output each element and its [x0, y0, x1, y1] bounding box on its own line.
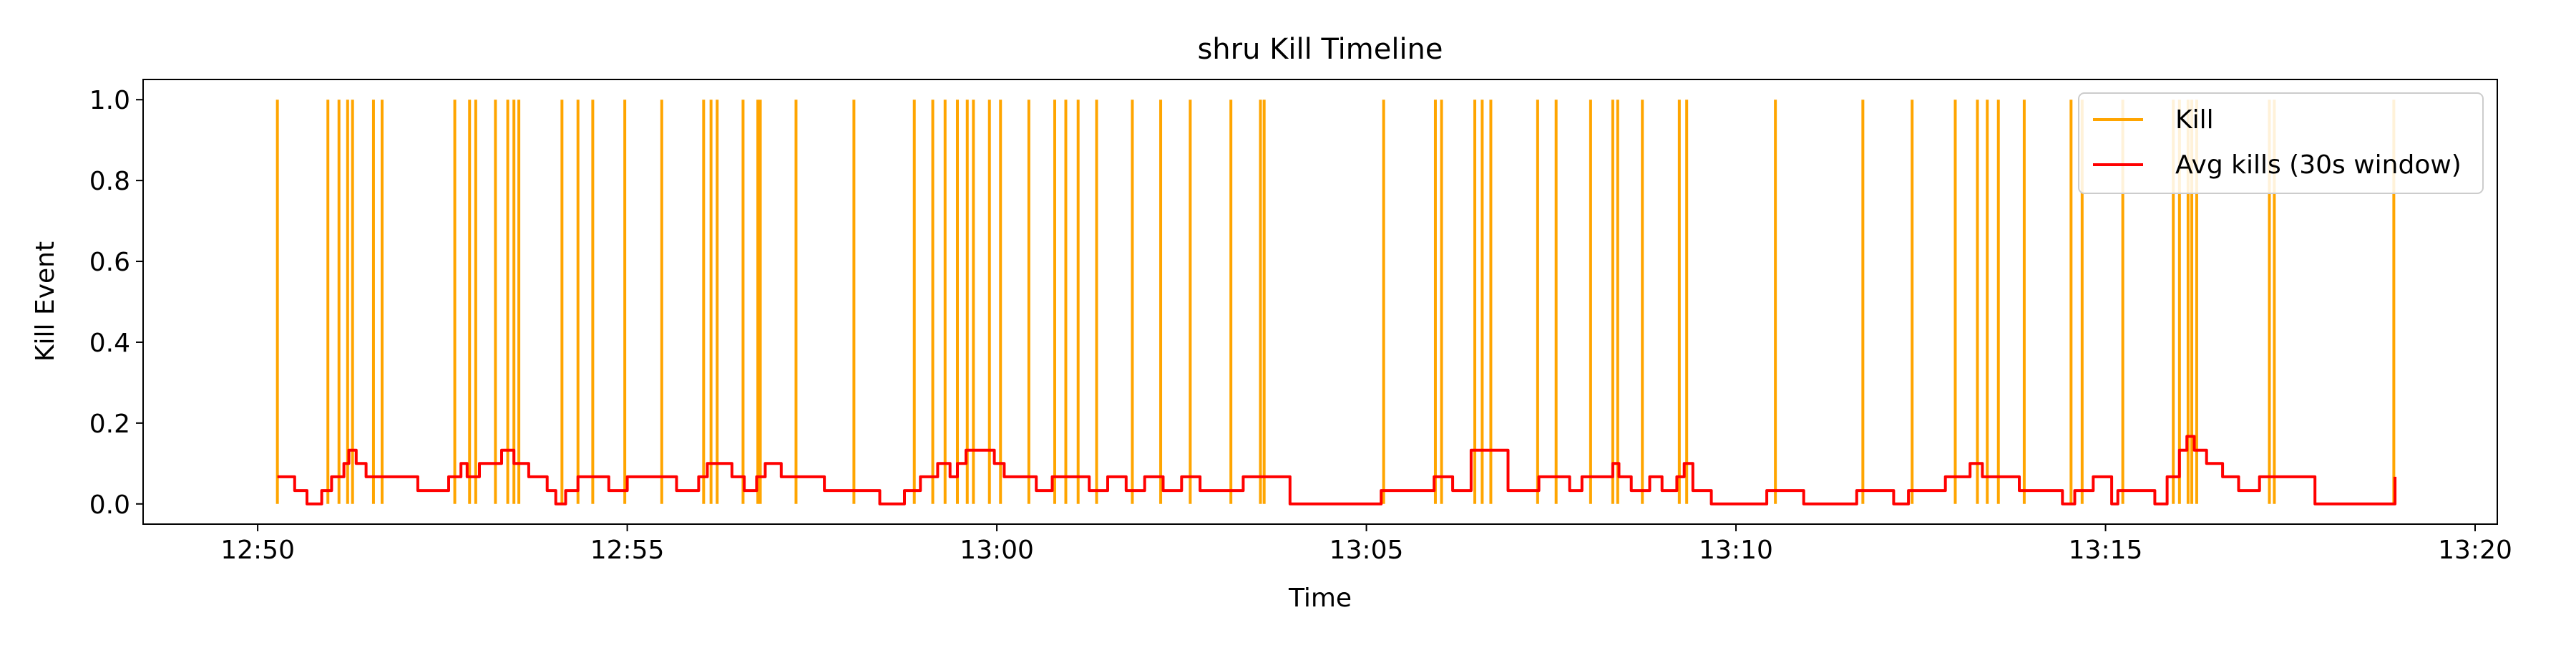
x-tick-label: 13:00 [960, 536, 1034, 565]
legend-label-kill: Kill [2175, 105, 2214, 135]
x-tick-label: 13:20 [2438, 536, 2512, 565]
x-tick-label: 12:50 [220, 536, 295, 565]
y-tick-label: 0.8 [89, 167, 130, 196]
x-tick-label: 12:55 [590, 536, 665, 565]
x-tick-label: 13:10 [1699, 536, 1773, 565]
chart-legend: Kill Avg kills (30s window) [2079, 93, 2483, 193]
y-tick-label: 1.0 [89, 86, 130, 115]
legend-label-avg-kills: Avg kills (30s window) [2175, 150, 2462, 180]
x-tick-label: 13:15 [2069, 536, 2143, 565]
chart-title: shru Kill Timeline [1197, 33, 1443, 66]
x-tick-label: 13:05 [1330, 536, 1404, 565]
y-tick-label: 0.6 [89, 248, 130, 277]
y-axis-label: Kill Event [31, 241, 60, 362]
x-axis-label: Time [1288, 584, 1352, 613]
y-tick-label: 0.4 [89, 329, 130, 358]
y-tick-label: 0.2 [89, 410, 130, 439]
y-tick-label: 0.0 [89, 490, 130, 520]
